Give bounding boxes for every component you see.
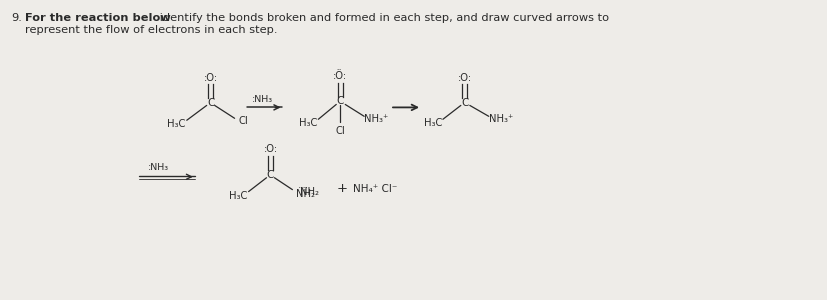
Text: identify the bonds broken and formed in each step, and draw curved arrows to: identify the bonds broken and formed in … (155, 13, 608, 23)
Text: :NH₃: :NH₃ (251, 95, 273, 104)
Text: +: + (337, 182, 347, 195)
Text: H₃C: H₃C (299, 118, 318, 128)
Text: Cl: Cl (335, 126, 345, 136)
Text: :O:: :O: (203, 73, 218, 83)
Text: H₃C: H₃C (229, 190, 247, 201)
Text: ṄH₂: ṄH₂ (295, 189, 314, 199)
Text: NH₃⁺: NH₃⁺ (488, 114, 512, 124)
Text: 9.: 9. (12, 13, 22, 23)
Text: C: C (336, 97, 343, 106)
Text: Cl: Cl (238, 116, 248, 126)
Text: NH₃⁺: NH₃⁺ (364, 114, 388, 124)
Text: C: C (461, 98, 468, 108)
Text: NH₄⁺ Cl⁻: NH₄⁺ Cl⁻ (352, 184, 397, 194)
Text: :O:: :O: (457, 73, 471, 83)
Text: :NH₃: :NH₃ (148, 163, 170, 172)
Text: :O:: :O: (263, 144, 277, 154)
Text: :Ö:: :Ö: (332, 71, 347, 81)
Text: For the reaction below: For the reaction below (26, 13, 171, 23)
Text: C: C (207, 98, 214, 108)
Text: N̈H₂: N̈H₂ (300, 187, 319, 196)
Text: H₃C: H₃C (423, 118, 442, 128)
Text: represent the flow of electrons in each step.: represent the flow of electrons in each … (26, 25, 278, 35)
Text: H₃C: H₃C (166, 119, 184, 129)
Text: C: C (266, 170, 274, 180)
